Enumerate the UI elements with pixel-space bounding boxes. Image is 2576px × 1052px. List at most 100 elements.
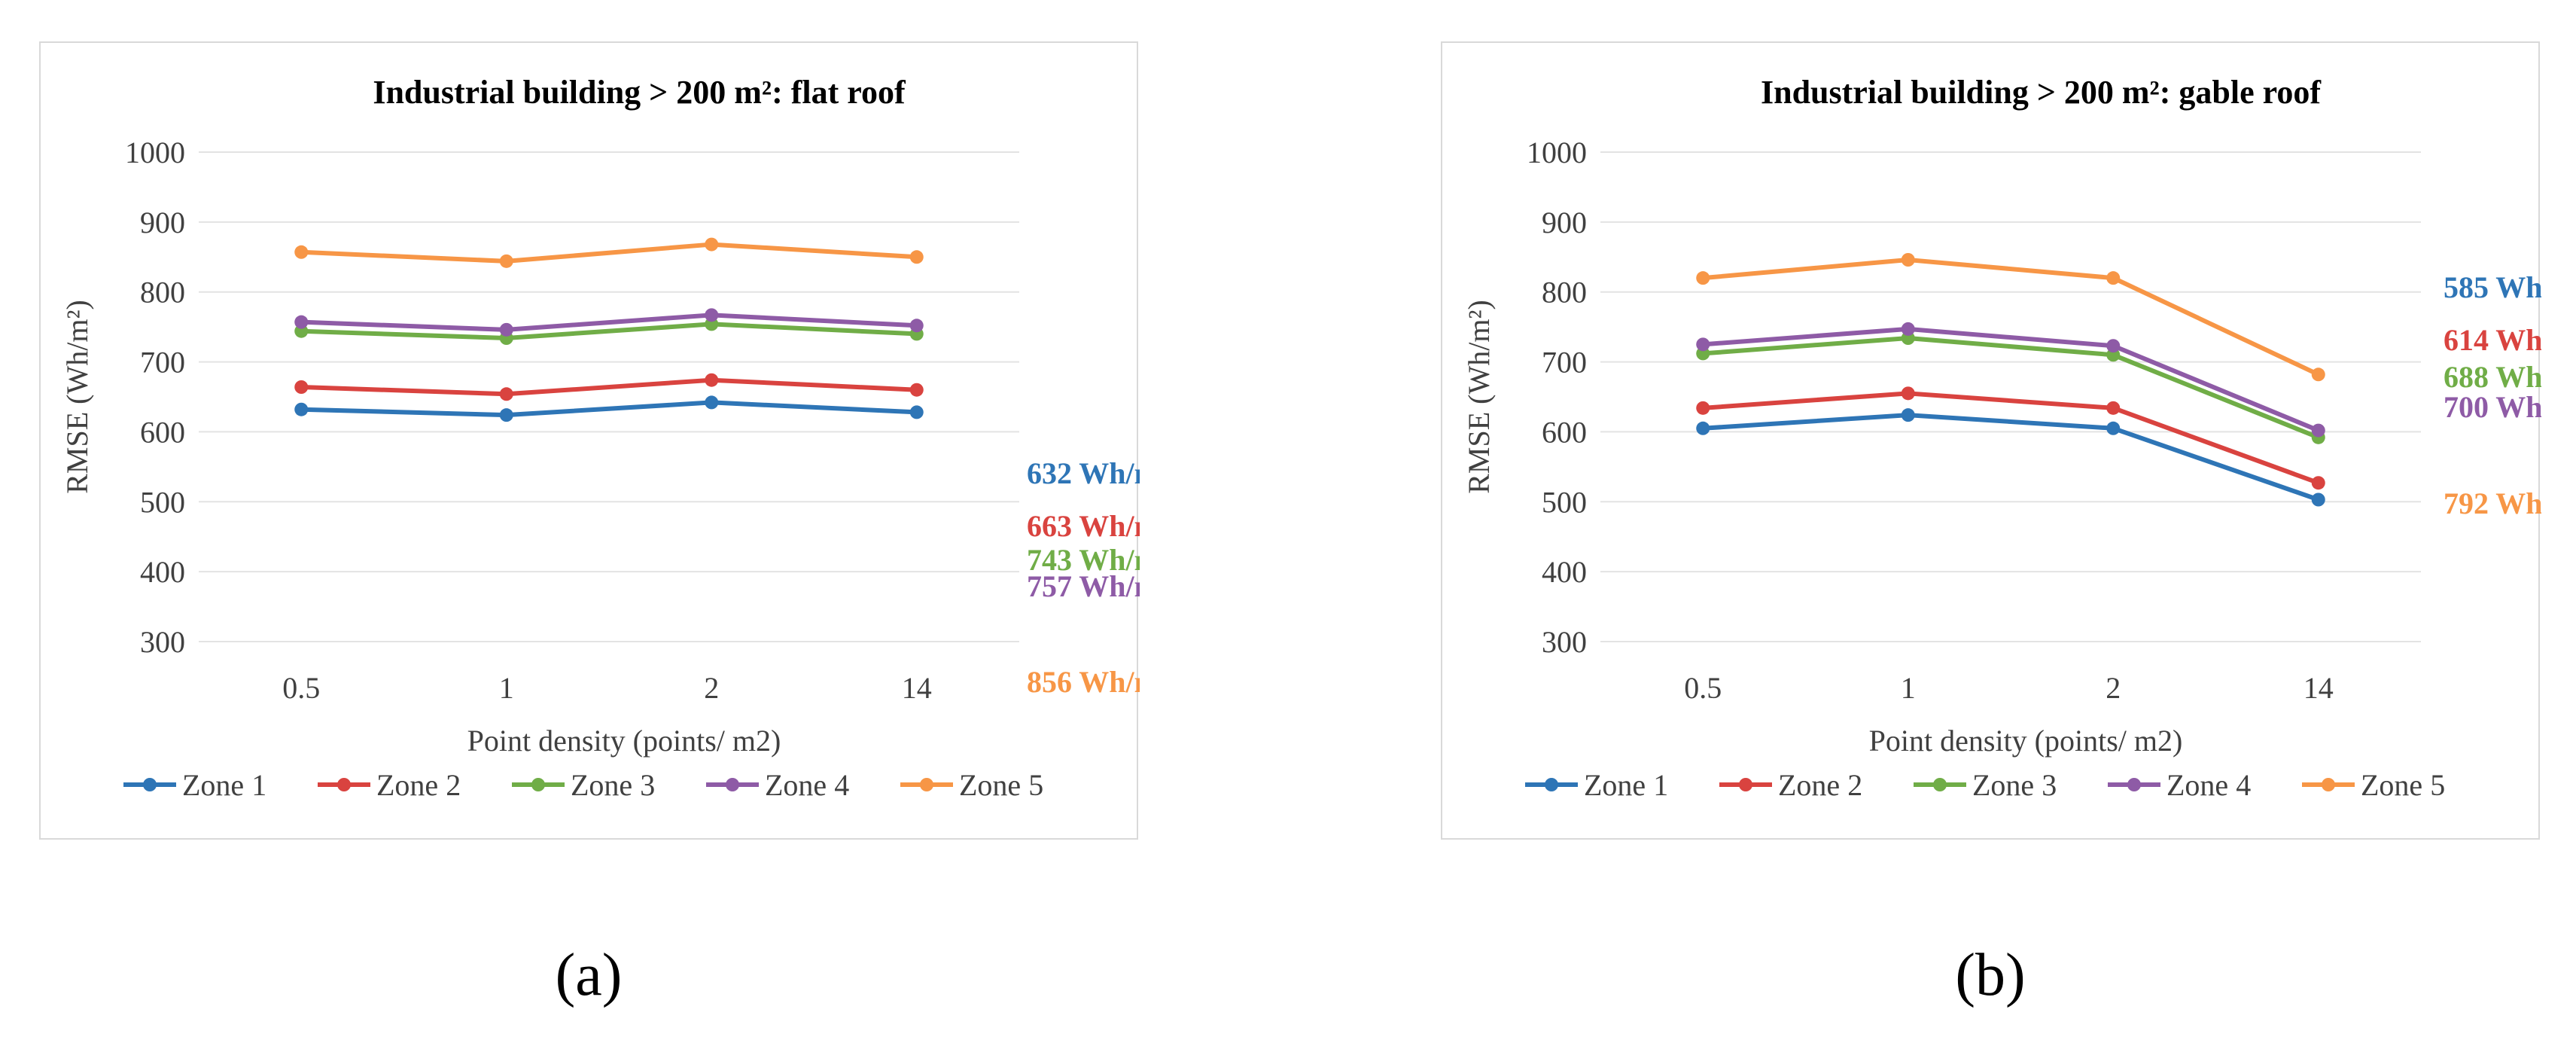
data-point — [1901, 408, 1915, 422]
annotation-zone-3: 688 Wh/m² — [2444, 360, 2541, 394]
data-point — [705, 395, 719, 410]
data-point — [1696, 401, 1710, 415]
series-line-zone-2 — [301, 377, 917, 397]
data-point — [2106, 421, 2121, 435]
data-point — [705, 237, 719, 252]
y-tick-label: 800 — [1542, 276, 1587, 310]
y-tick-label: 1000 — [125, 136, 185, 169]
x-axis-label: Point density (points/ m2) — [467, 724, 781, 758]
series-line-zone-3 — [301, 322, 917, 340]
data-point — [1696, 271, 1710, 285]
data-point — [1696, 421, 1710, 435]
legend-label-zone-5: Zone 5 — [959, 768, 1043, 802]
y-tick-label: 600 — [1542, 415, 1587, 449]
data-point — [2311, 423, 2325, 438]
x-tick-label: 2 — [2106, 671, 2121, 705]
legend-label-zone-2: Zone 2 — [376, 768, 461, 802]
y-tick-label: 900 — [140, 206, 185, 239]
caption-b: (b) — [1955, 942, 2026, 1008]
data-point — [1901, 253, 1915, 267]
y-axis-label: RMSE (Wh/m²) — [1462, 300, 1496, 494]
x-tick-label: 14 — [2303, 671, 2334, 705]
legend-marker — [1545, 778, 1558, 791]
data-point — [2311, 492, 2325, 507]
data-point — [499, 322, 513, 337]
data-point — [499, 408, 513, 422]
chart-svg-b: Industrial building > 200 m²: gable roof… — [1462, 74, 2541, 802]
data-point — [294, 380, 309, 394]
y-tick-label: 400 — [1542, 555, 1587, 589]
x-tick-label: 14 — [902, 671, 932, 705]
legend-label-zone-5: Zone 5 — [2361, 768, 2445, 802]
x-tick-label: 1 — [1901, 671, 1916, 705]
data-point — [499, 387, 513, 401]
series-line-zone-5 — [1702, 258, 2320, 377]
data-point — [1901, 386, 1915, 401]
chart-panel-a: Industrial building > 200 m²: flat roof 3… — [39, 41, 1140, 840]
series-line-zone-4 — [1703, 326, 2319, 433]
legend-marker — [1739, 778, 1752, 791]
legend-marker — [726, 778, 739, 791]
data-point — [499, 254, 513, 268]
series-line-zone-4 — [301, 313, 917, 332]
legend-label-zone-1: Zone 1 — [1584, 768, 1668, 802]
legend-marker — [2322, 778, 2335, 791]
legend-label-zone-3: Zone 3 — [571, 768, 655, 802]
legend-marker — [1933, 778, 1947, 791]
y-tick-label: 300 — [1542, 625, 1587, 659]
chart-title: Industrial building > 200 m²: gable roof — [1761, 74, 2322, 111]
y-tick-label: 700 — [140, 346, 185, 380]
data-point — [909, 405, 924, 419]
x-axis-label: Point density (points/ m2) — [1869, 724, 2183, 758]
data-point — [1901, 322, 1915, 336]
chart-svg-a: Industrial building > 200 m²: flat roof 3… — [60, 74, 1140, 802]
legend-marker — [2127, 778, 2141, 791]
data-point — [705, 308, 719, 322]
data-point — [2106, 271, 2121, 285]
data-point — [909, 250, 924, 264]
data-point — [294, 245, 309, 259]
data-point — [2311, 476, 2325, 490]
data-point — [294, 315, 309, 329]
annotation-zone-5: 792 Wh/m² — [2444, 486, 2541, 520]
legend-label-zone-2: Zone 2 — [1778, 768, 1862, 802]
legend-label-zone-4: Zone 4 — [765, 768, 849, 802]
legend-label-zone-4: Zone 4 — [2166, 768, 2251, 802]
annotation-zone-1: 632 Wh/m² — [1027, 456, 1140, 490]
x-tick-label: 1 — [499, 671, 514, 705]
x-tick-label: 2 — [704, 671, 719, 705]
data-point — [1696, 337, 1710, 352]
data-point — [2311, 367, 2325, 382]
annotation-zone-4: 757 Wh/m² — [1027, 569, 1140, 603]
series-line-zone-3 — [1703, 336, 2319, 440]
series-line-zone-2 — [1703, 391, 2319, 486]
annotation-zone-4: 700 Wh/m² — [2444, 390, 2541, 424]
annotation-zone-1: 585 Wh/m² — [2444, 270, 2541, 304]
y-tick-label: 800 — [140, 276, 185, 310]
legend-marker — [337, 778, 351, 791]
annotation-zone-2: 663 Wh/m² — [1027, 509, 1140, 543]
y-tick-label: 1000 — [1527, 136, 1587, 169]
y-tick-label: 500 — [140, 485, 185, 519]
y-axis-label: RMSE (Wh/m²) — [60, 300, 94, 494]
y-tick-label: 400 — [140, 555, 185, 589]
x-tick-label: 0.5 — [282, 671, 320, 705]
series-line-zone-1 — [1703, 413, 2319, 502]
series-line-zone-1 — [301, 400, 917, 418]
data-point — [909, 383, 924, 397]
annotation-zone-5: 856 Wh/m² — [1027, 665, 1140, 699]
y-tick-label: 700 — [1542, 346, 1587, 380]
y-tick-label: 900 — [1542, 206, 1587, 239]
legend-label-zone-3: Zone 3 — [1972, 768, 2057, 802]
legend-label-zone-1: Zone 1 — [182, 768, 266, 802]
chart-title: Industrial building > 200 m²: flat roof — [373, 74, 906, 111]
data-point — [294, 402, 309, 416]
annotation-zone-2: 614 Wh/m² — [2444, 323, 2541, 357]
y-tick-label: 300 — [140, 625, 185, 659]
legend-marker — [143, 778, 157, 791]
chart-panel-b: Industrial building > 200 m²: gable roof… — [1441, 41, 2541, 840]
x-tick-label: 0.5 — [1684, 671, 1722, 705]
data-point — [705, 373, 719, 387]
series-line-zone-5 — [301, 242, 917, 264]
data-point — [2106, 401, 2121, 415]
